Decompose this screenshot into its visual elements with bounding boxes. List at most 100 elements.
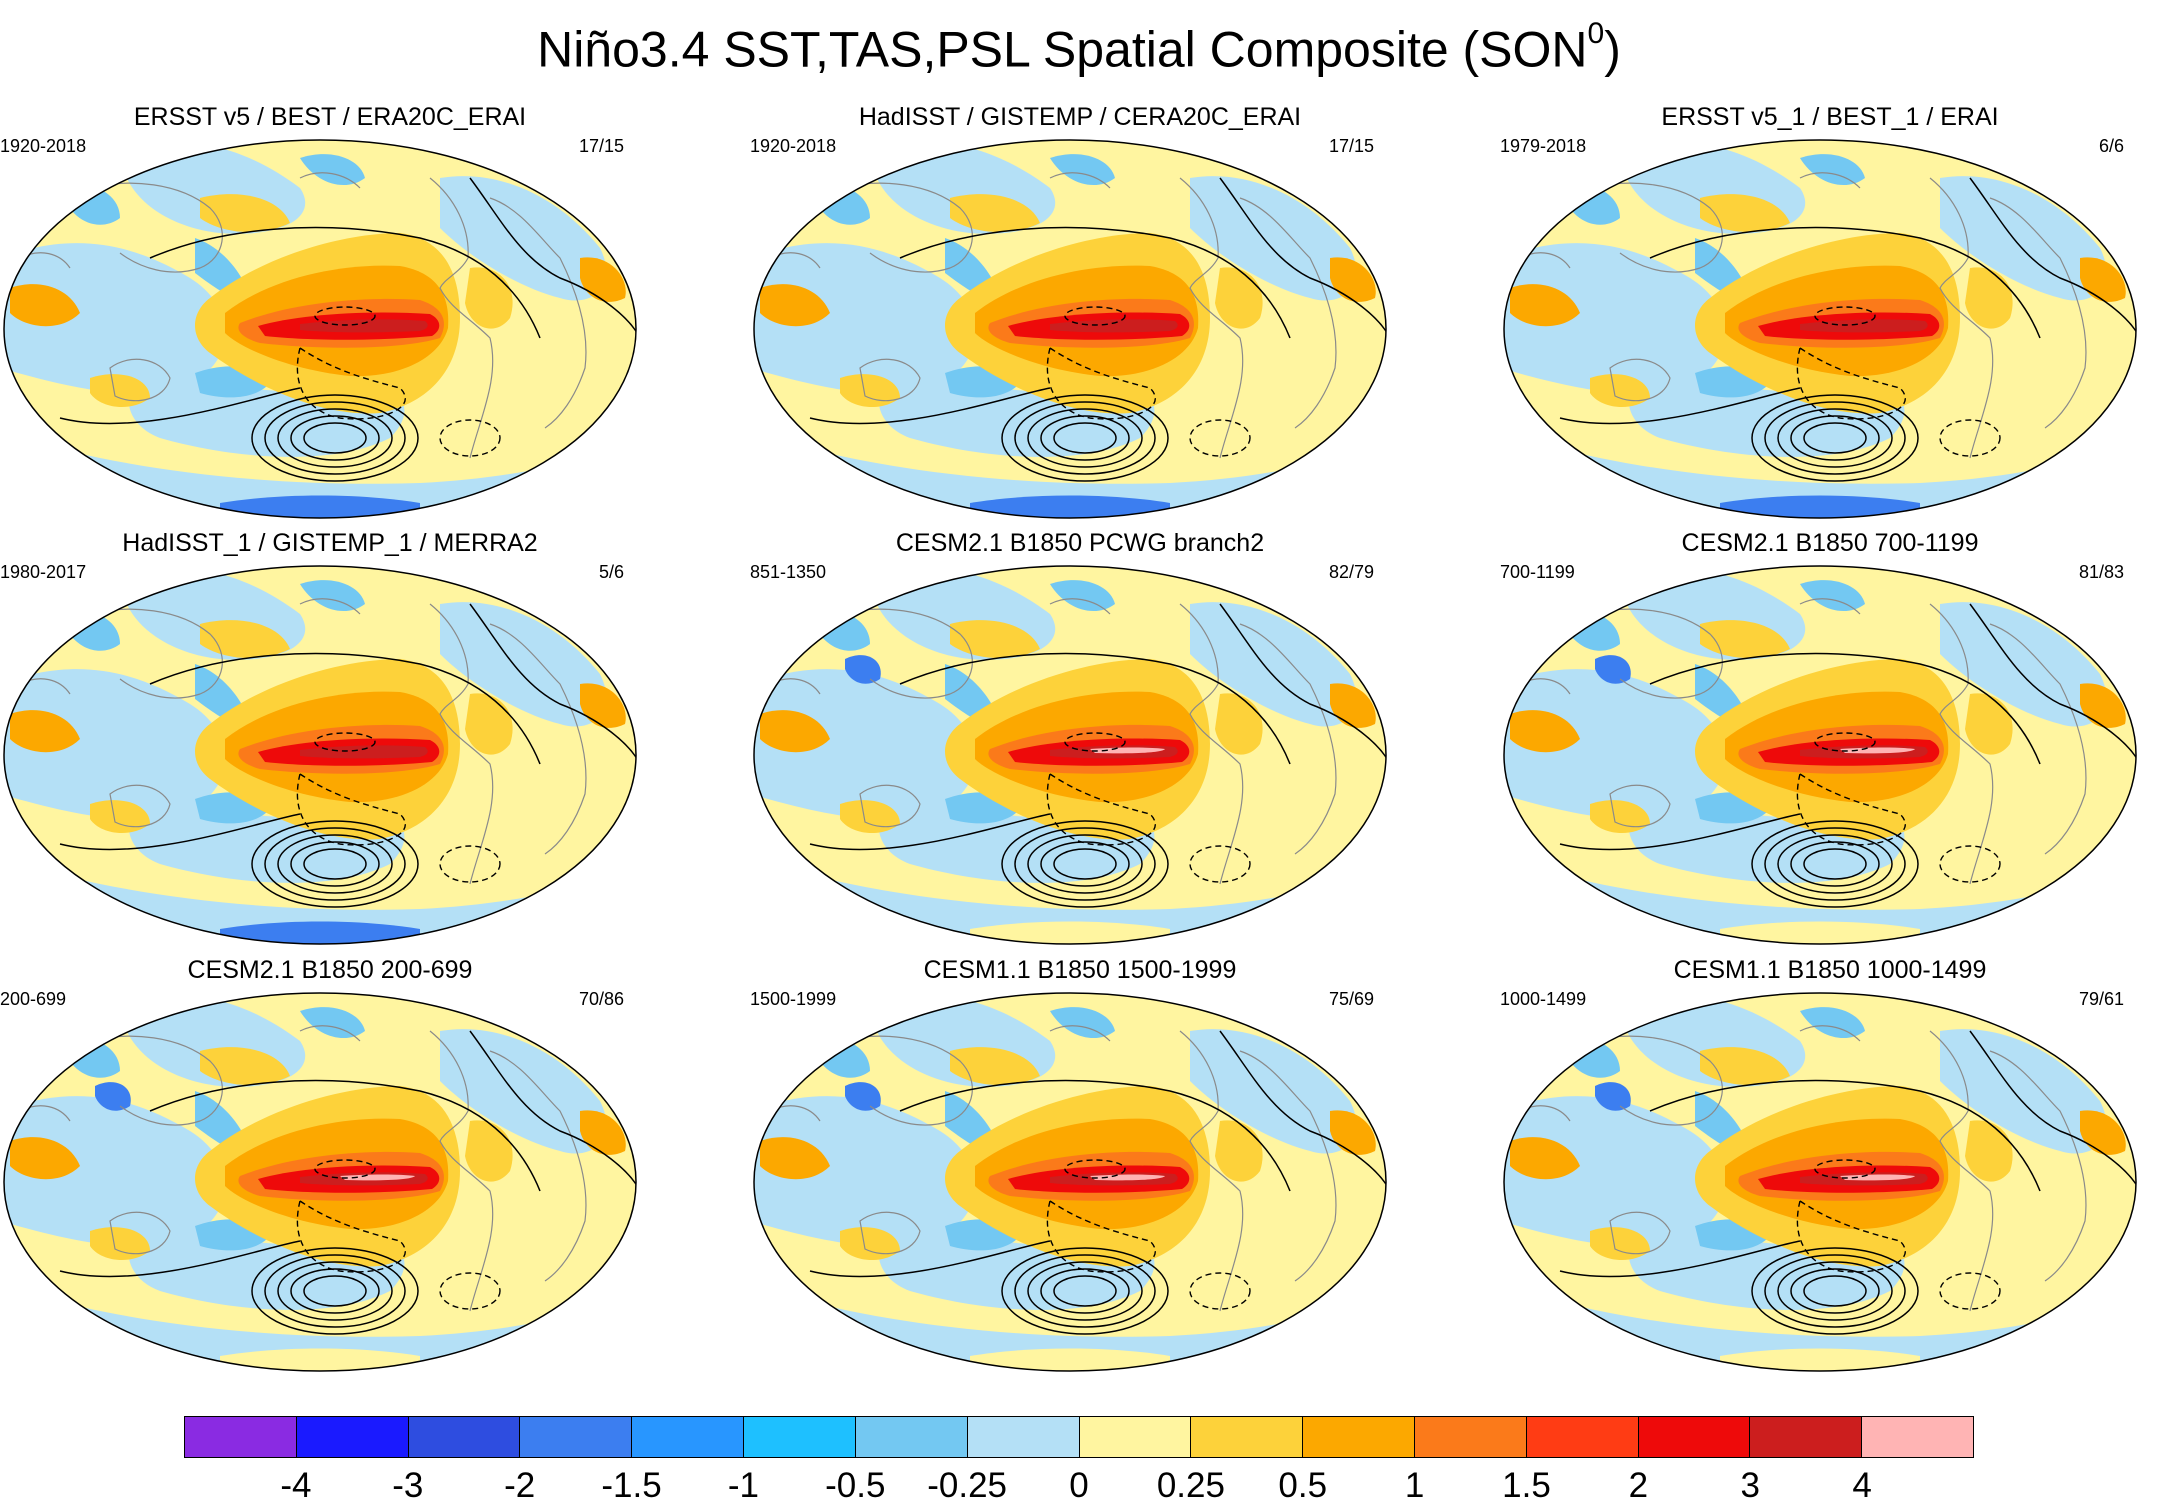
coastline-3 — [1589, 608, 1723, 699]
warm-patch-south-america — [1965, 267, 2013, 329]
warm-patch-australia — [1590, 1227, 1650, 1261]
psl-contour-positive-2 — [1040, 841, 1130, 887]
warm-patch-africa — [1330, 257, 1376, 302]
cool-anomaly-south-pacific — [878, 1221, 1155, 1310]
warm-patch-north-pacific — [950, 194, 1040, 233]
colorbar-swatch — [1862, 1417, 1973, 1457]
psl-contour-positive-1 — [1053, 1275, 1117, 1307]
psl-contour-line-1 — [899, 1079, 1291, 1192]
warm-patch-indian — [1510, 1137, 1580, 1180]
colorbar-tick-label: 1 — [1404, 1466, 1425, 1505]
composite-map — [753, 139, 1387, 519]
warm-anomaly-peak — [300, 745, 428, 759]
coastline-1 — [429, 177, 494, 459]
coastline-2 — [489, 623, 587, 855]
figure-title-superscript: 0 — [1587, 17, 1605, 50]
cool-anomaly-south-pacific — [1628, 1221, 1905, 1310]
psl-contour-negative-tropics — [1064, 306, 1126, 326]
coastline-3 — [89, 1035, 223, 1126]
psl-contour-negative-south — [1046, 1200, 1156, 1273]
psl-contour-line-3 — [1969, 1030, 2136, 1192]
psl-contour-positive-4 — [1764, 1254, 1906, 1328]
coastline-2 — [1239, 623, 1337, 855]
antarctic-strip — [970, 1348, 1170, 1371]
cool-patch-arctic — [300, 154, 365, 186]
coastline-4 — [859, 784, 921, 828]
coastline-5 — [1799, 172, 1861, 189]
antarctic-strip — [970, 495, 1170, 518]
cool-anomaly-west — [1504, 1096, 1726, 1247]
colorbar-swatch — [855, 1417, 968, 1457]
warm-anomaly-peak — [300, 319, 428, 333]
map-border — [3, 992, 637, 1372]
map-border — [1503, 139, 2137, 519]
map-panel: CESM1.1 B1850 1500-1999 1500-1999 75/69 — [750, 955, 1410, 1375]
map-panel: CESM2.1 B1850 PCWG branch2 851-1350 82/79 — [750, 528, 1410, 948]
psl-contour-positive-2 — [1040, 1268, 1130, 1314]
psl-contour-negative-tropics — [314, 1159, 376, 1179]
psl-contour-negative-tropics — [1814, 306, 1876, 326]
psl-contour-negative-tropics — [1814, 732, 1876, 752]
antarctic-strip — [970, 921, 1170, 944]
colorbar-swatch — [1191, 1417, 1304, 1457]
colorbar-tick-label: -2 — [504, 1466, 536, 1505]
cool-anomaly-west — [1504, 243, 1726, 394]
colorbar-swatch — [744, 1417, 856, 1457]
warm-anomaly-peak — [1800, 319, 1928, 333]
warm-patch-australia — [90, 374, 150, 408]
psl-contour-negative-east — [1189, 1272, 1251, 1310]
panel-event-count: 81/83 — [2078, 562, 2124, 582]
coastline-2 — [489, 197, 587, 429]
psl-contour-line-3 — [469, 1030, 636, 1192]
colorbar: -4 -3 -2 -1.5 -1 -0.5 -0.25 0 0.25 0.5 1 1.5 2 3 4 — [184, 1416, 1974, 1506]
cool-anomaly-south-pacific — [1628, 794, 1905, 883]
antarctic-strip — [1720, 1348, 1920, 1371]
psl-contour-negative-south — [296, 1200, 406, 1273]
map-border — [3, 565, 637, 945]
coastline-4 — [1609, 784, 1671, 828]
psl-contour-negative-east — [1189, 845, 1251, 883]
warm-patch-africa — [2080, 683, 2126, 728]
psl-contour-positive-4 — [264, 401, 406, 475]
coastline-3 — [839, 608, 973, 699]
warm-patch-australia — [840, 800, 900, 834]
psl-contour-line-1 — [899, 652, 1291, 765]
colorbar-swatch — [1303, 1417, 1415, 1457]
psl-contour-negative-east — [439, 1272, 501, 1310]
panel-period: 1979-2018 — [1500, 136, 1587, 156]
psl-contour-positive-5 — [1001, 820, 1169, 908]
warm-patch-north-pacific — [950, 620, 1040, 659]
coastline-3 — [1589, 182, 1723, 273]
coastline-3 — [1589, 1035, 1723, 1126]
psl-contour-negative-south — [1796, 773, 1906, 846]
cool-anomaly-south-pacific — [128, 368, 405, 457]
panel-period: 200-699 — [0, 989, 67, 1009]
warm-patch-north-pacific — [200, 1047, 290, 1086]
psl-contour-positive-1 — [303, 1275, 367, 1307]
psl-contour-line-2 — [809, 387, 1051, 425]
cool-patch-maritime — [845, 655, 881, 684]
coastline-1 — [1929, 603, 1994, 885]
map-panel: HadISST_1 / GISTEMP_1 / MERRA2 1980-2017 5… — [0, 528, 660, 948]
coastline-1 — [429, 1030, 494, 1312]
warm-patch-africa — [580, 1110, 626, 1155]
panel-title: CESM2.1 B1850 200-699 — [187, 956, 473, 984]
colorbar-tick-label: -0.25 — [927, 1466, 1008, 1505]
psl-contour-line-3 — [1219, 603, 1386, 765]
colorbar-swatch — [185, 1417, 297, 1457]
colorbar-swatch — [1414, 1417, 1527, 1457]
warm-patch-australia — [1590, 800, 1650, 834]
coastline-2 — [489, 1050, 587, 1282]
psl-contour-positive-5 — [1751, 1247, 1919, 1335]
panel-period: 851-1350 — [750, 562, 827, 582]
figure-title-text: Niño3.4 SST,TAS,PSL Spatial Composite (S… — [537, 21, 1588, 78]
coastline-5 — [1799, 1025, 1861, 1042]
map-border — [1503, 565, 2137, 945]
psl-contour-negative-east — [1939, 419, 2001, 457]
coastline-3 — [839, 182, 973, 273]
warm-patch-indian — [760, 710, 830, 753]
warm-patch-indian — [10, 1137, 80, 1180]
cool-anomaly-south-pacific — [1628, 368, 1905, 457]
psl-contour-positive-5 — [251, 820, 419, 908]
colorbar-tick-label: 0.25 — [1156, 1466, 1225, 1505]
